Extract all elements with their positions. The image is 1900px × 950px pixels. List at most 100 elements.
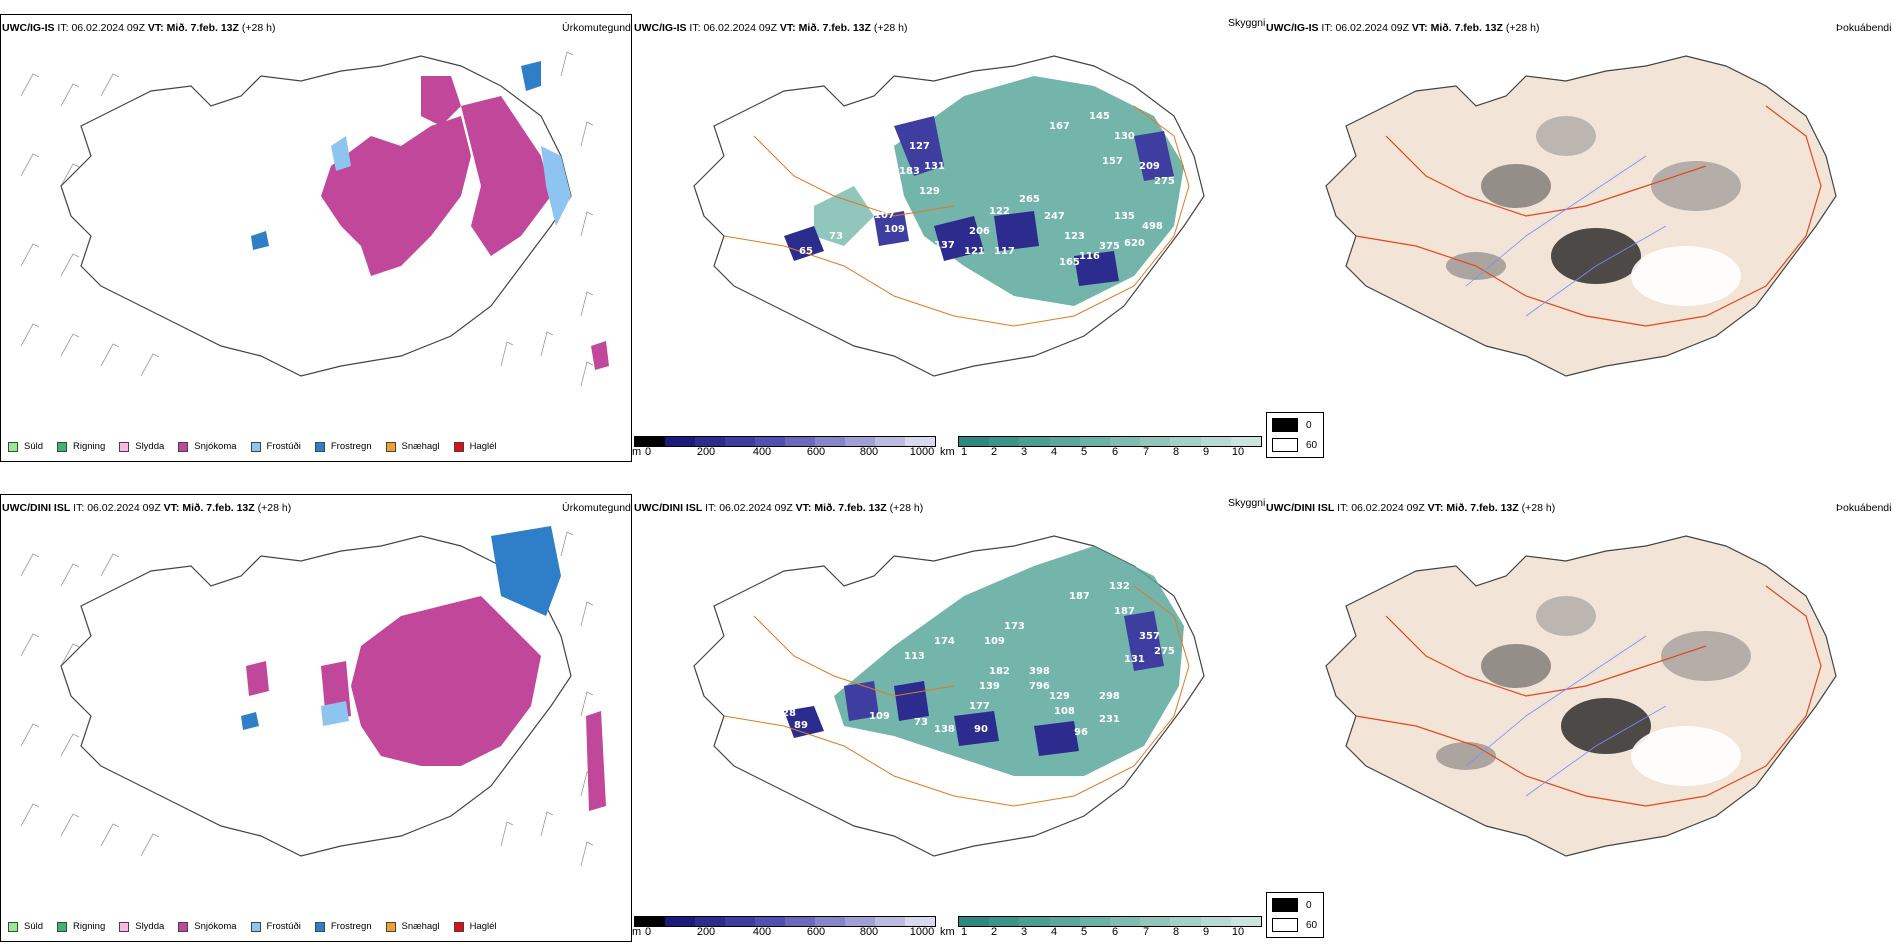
it-value: 06.02.2024 09Z: [1335, 22, 1409, 34]
vis-label-137: 137: [934, 240, 955, 251]
legend-item-sudd: Súld: [8, 441, 43, 452]
vis-label-132: 132: [1109, 581, 1130, 592]
fog-map: [1325, 55, 1837, 377]
vis-label-357: 357: [1139, 631, 1160, 642]
precip-title: Úrkomutegund: [562, 502, 631, 514]
visibility-tick: 6: [1111, 446, 1119, 458]
visibility-tick: 7: [1142, 446, 1150, 458]
vis-label-187: 187: [1069, 591, 1090, 602]
vis-label-131: 131: [924, 161, 945, 172]
visibility-colorbar: km 1 2 3 4 5 6 7 8 9 10: [940, 916, 1262, 938]
vt-value: Mið. 7.feb. 13Z: [166, 22, 239, 34]
vt-label: VT:: [1411, 22, 1428, 34]
legend-item-sudd: Súld: [8, 921, 43, 932]
fog-legend-label: 60: [1306, 919, 1318, 931]
it-label: IT:: [57, 22, 69, 34]
vis-label-174: 174: [934, 636, 955, 647]
visibility-map: 89 92 28 109 73 138 90 96 108 129 177 13…: [693, 535, 1205, 857]
legend-swatch: [8, 441, 18, 452]
vt-value: Mið. 7.feb. 13Z: [1446, 502, 1519, 514]
vis-label-165: 165: [1059, 257, 1080, 268]
vis-label-183: 183: [899, 166, 920, 177]
ceiling-unit: m: [632, 446, 642, 458]
fog-roads: [1355, 585, 1822, 807]
fog-swatch: [1272, 418, 1298, 432]
model-name: UWC/DINI ISL: [2, 502, 71, 514]
legend-swatch: [57, 921, 68, 932]
vis-label-90: 90: [974, 724, 988, 735]
visibility-tick: 4: [1050, 926, 1058, 938]
legend-swatch: [57, 441, 68, 452]
vis-label-145: 145: [1089, 111, 1110, 122]
visibility-tick: 9: [1202, 446, 1210, 458]
visibility-header: UWC/IG-IS IT: 06.02.2024 09Z VT: Mið. 7.…: [634, 22, 907, 34]
legend-swatch: [119, 921, 130, 932]
legend-swatch: [453, 441, 464, 452]
legend-label: Snjókoma: [194, 921, 237, 932]
legend-swatch: [250, 921, 261, 932]
legend-label: Snæhagl: [401, 441, 440, 452]
visibility-tick: 10: [1231, 446, 1245, 458]
vis-label-265: 265: [1019, 194, 1040, 205]
iceland-outline: [1325, 55, 1837, 377]
visibility-colorbar-cells: [958, 916, 1262, 927]
legend-label: Súld: [24, 441, 44, 452]
legend-swatch: [314, 441, 325, 452]
vis-label-139: 139: [979, 681, 1000, 692]
vis-label-122: 122: [989, 206, 1010, 217]
vis-label-796: 796: [1029, 681, 1050, 692]
legend-swatch: [250, 441, 261, 452]
vis-label-247: 247: [1044, 211, 1065, 222]
vis-label-108: 108: [1054, 706, 1075, 717]
legend-swatch: [178, 921, 189, 932]
vt-value: Mið. 7.feb. 13Z: [182, 502, 255, 514]
it-label: IT:: [705, 502, 717, 514]
vt-value: Mið. 7.feb. 13Z: [1430, 22, 1503, 34]
vis-label-113: 113: [904, 651, 925, 662]
vis-label-89: 89: [794, 720, 808, 731]
vis-label-129: 129: [919, 186, 940, 197]
visibility-unit: km: [940, 926, 955, 938]
visibility-labels: 89 92 28 109 73 138 90 96 108 129 177 13…: [782, 581, 1175, 738]
vis-label-275: 275: [1154, 646, 1175, 657]
visibility-tick: 6: [1111, 926, 1119, 938]
vis-label-131: 131: [1124, 654, 1145, 665]
precip-legend: Súld Rigning Slydda Snjókoma Frostúði Fr…: [8, 921, 511, 932]
visibility-title: Skyggni: [1228, 497, 1266, 509]
legend-item-frostudi: Frostúði: [250, 921, 301, 932]
legend-item-frostregn: Frostregn: [314, 921, 372, 932]
ceiling-tick: 800: [859, 926, 879, 938]
precip-areas: [241, 526, 606, 811]
legend-item-frostregn: Frostregn: [314, 441, 372, 452]
ceiling-colorbar-cells: [634, 916, 936, 927]
legend-item-snaehagl: Snæhagl: [385, 921, 440, 932]
fog-swatch: [1272, 918, 1298, 932]
model-name: UWC/IG-IS: [1266, 22, 1319, 34]
vt-label: VT:: [163, 502, 180, 514]
legend-item-snjokoma: Snjókoma: [178, 921, 237, 932]
ceiling-tick: 400: [752, 926, 772, 938]
vis-label-109: 109: [884, 224, 905, 235]
vis-label-231: 231: [1099, 714, 1120, 725]
vis-label-620: 620: [1124, 238, 1145, 249]
visibility-colorbar-cells: [958, 436, 1262, 447]
fog-header: UWC/IG-IS IT: 06.02.2024 09Z VT: Mið. 7.…: [1266, 22, 1539, 34]
legend-item-rigning: Rigning: [57, 921, 105, 932]
vis-label-135: 135: [1114, 211, 1135, 222]
ceiling-tick: 600: [806, 446, 826, 458]
vis-label-173: 173: [1004, 621, 1025, 632]
precip-map: [20, 526, 606, 867]
vis-label-209: 209: [1139, 161, 1160, 172]
vis-label-187b: 187: [1114, 606, 1135, 617]
vis-label-398: 398: [1029, 666, 1050, 677]
vis-label-206: 206: [969, 226, 990, 237]
legend-label: Rigning: [73, 441, 106, 452]
vis-label-375: 375: [1099, 241, 1120, 252]
vis-label-167: 167: [1049, 121, 1070, 132]
fog-rivers: [1465, 635, 1667, 797]
it-label: IT:: [689, 22, 701, 34]
legend-label: Slydda: [135, 441, 165, 452]
vis-label-109: 109: [869, 711, 890, 722]
precip-legend: Súld Rigning Slydda Snjókoma Frostúði Fr…: [8, 441, 511, 452]
row-1: UWC/IG-IS IT: 06.02.2024 09Z VT: Mið. 7.…: [0, 14, 1891, 462]
